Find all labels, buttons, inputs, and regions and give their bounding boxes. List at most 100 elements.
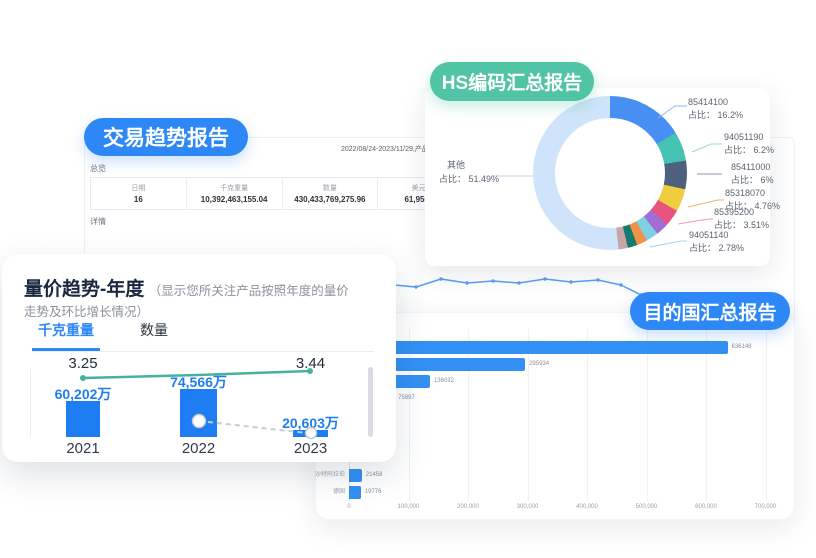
vp-line-value: 3.44 (295, 355, 326, 372)
hs-pct: 占比： 6.2% (724, 145, 775, 155)
dest-bar-value: 636148 (731, 344, 752, 350)
hs-code: 94051140 (689, 230, 729, 240)
dest-country-label: 沙特阿拉伯 (314, 472, 345, 478)
vp-line-value: 3.25 (68, 355, 98, 372)
trend-polyline (393, 278, 657, 311)
date-range-text: 2022/08/24-2023/11/29,产品编 (341, 146, 436, 153)
leader-line (687, 199, 724, 208)
vp-bar-value: 74,566万 (170, 374, 227, 390)
hs-pct: 占比： 4.76% (725, 201, 781, 211)
donut-label: 85411000 占比： 6% (731, 161, 774, 187)
hs-code: 85414100 (688, 97, 729, 107)
trend-point (414, 285, 418, 289)
x-tick-label: 200,000 (457, 504, 479, 510)
gridline (646, 329, 648, 501)
dest-bar[interactable] (349, 341, 728, 354)
vp-bar[interactable] (180, 389, 217, 437)
summary-column-value: 16 (133, 195, 143, 204)
hs-code: 85318070 (725, 188, 766, 198)
hs-code-card: 85414100 占比： 16.2% 94051190 占比： 6.2% 8541100… (425, 88, 780, 266)
card-title: 量价趋势-年度 (24, 279, 145, 300)
dest-bar[interactable] (349, 486, 361, 499)
donut-label: 85414100 占比： 16.2% (688, 96, 743, 122)
trend-point (465, 281, 469, 285)
dest-bar-value: 136032 (433, 378, 454, 384)
summary-column: 千克重量 10,392,463,155.04 (187, 178, 283, 209)
leader-line (691, 143, 722, 153)
vp-year-label: 2023 (293, 440, 328, 457)
trend-point (491, 279, 495, 283)
trend-point (569, 280, 573, 284)
hs-code-report-pill[interactable]: HS编码汇总报告 (430, 62, 594, 101)
donut-leader-lines (492, 105, 724, 248)
donut-label: 85318070 占比： 4.76% (725, 187, 780, 213)
summary-column-header: 日期 (131, 185, 146, 192)
trend-overlay-lines (80, 368, 318, 440)
dest-bar-value: 21458 (365, 472, 383, 478)
x-tick-label: 300,000 (516, 504, 539, 510)
hs-code: 85395200 (714, 207, 755, 217)
hs-code: 94051190 (724, 132, 764, 142)
tab-quantity[interactable]: 数量 (140, 322, 168, 338)
summary-column: 数量 430,433,769,275.96 (283, 178, 379, 209)
vp-bar-value: 60,202万 (54, 386, 112, 402)
hs-code: 85411000 (731, 162, 771, 172)
hs-pct: 占比： 2.78% (689, 243, 745, 253)
summary-column-value: 10,392,463,155.04 (200, 195, 268, 204)
gridline (408, 329, 410, 501)
gridline (765, 329, 767, 501)
gridline (527, 329, 529, 501)
kg-trend-line (81, 369, 312, 380)
dest-bar-value: 75897 (398, 395, 415, 401)
destination-report-pill[interactable]: 目的国汇总报告 (630, 292, 790, 330)
scrollbar-thumb[interactable] (368, 367, 373, 437)
trend-point (439, 277, 443, 281)
summary-column-header: 数量 (322, 185, 337, 192)
trend-point (619, 283, 623, 287)
vp-bar[interactable] (66, 401, 100, 437)
other-pct: 占比： 51.49% (439, 174, 500, 184)
dest-bar-value: 295934 (529, 361, 550, 367)
vp-year-label: 2022 (181, 440, 216, 457)
overview-label: 总览 (90, 164, 106, 173)
vp-bar-value: 20,603万 (282, 415, 339, 431)
trend-point-2021 (80, 375, 86, 381)
y-axis-line (30, 369, 31, 437)
dest-bar[interactable] (349, 469, 362, 482)
marker-2022 (191, 413, 207, 429)
dashed-decline-line (198, 420, 308, 434)
gridline (468, 329, 469, 501)
tab-kg-weight[interactable]: 千克重量 (32, 320, 100, 351)
vp-year-label: 2021 (66, 440, 100, 457)
x-tick-label: 400,000 (576, 504, 598, 510)
x-tick-label: 500,000 (635, 504, 658, 510)
tab-bar: 千克重量 数量 (32, 320, 374, 352)
detail-label: 详情 (90, 217, 106, 226)
trend-point (517, 281, 521, 285)
x-tick-label: 0 (347, 504, 351, 510)
x-tick-label: 600,000 (695, 504, 717, 510)
donut-label-other: 其他 占比： 51.49% (439, 158, 499, 186)
leader-line (649, 240, 687, 248)
leader-line (657, 105, 687, 119)
dest-country-label: 德国 (332, 489, 345, 495)
hs-pct: 占比： 6% (731, 175, 774, 185)
dest-bar-value: 19776 (364, 489, 382, 495)
gridline (587, 329, 588, 501)
marker-2023 (304, 426, 318, 440)
gridline (706, 329, 707, 501)
donut-label: 94051140 占比： 2.78% (689, 229, 744, 255)
card-subtitle: （显示您所关注产品按照年度的量价走势及环比增长情况） (24, 284, 349, 319)
other-name: 其他 (447, 160, 466, 170)
trade-trend-report-pill[interactable]: 交易趋势报告 (84, 118, 248, 156)
hs-pct: 占比： 3.51% (714, 220, 770, 230)
trend-point (596, 278, 600, 282)
donut-label: 85395200 占比： 3.51% (714, 206, 769, 232)
trend-point (543, 277, 547, 281)
x-tick-label: 100,000 (397, 504, 420, 510)
hs-donut-chart[interactable] (533, 96, 687, 250)
trend-line-chart[interactable] (385, 260, 695, 322)
summary-column-value: 430,433,769,275.96 (294, 195, 366, 204)
leader-line (677, 218, 713, 225)
